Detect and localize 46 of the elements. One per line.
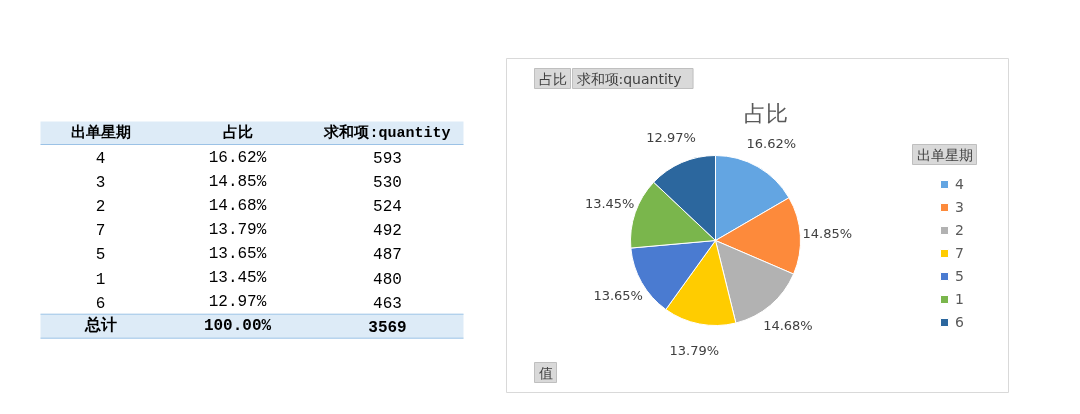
data-label: 14.68% <box>763 318 813 334</box>
data-label: 14.85% <box>802 226 853 242</box>
legend-label: 4 <box>955 175 965 194</box>
text: 1 <box>95 270 106 289</box>
legend-label: 3 <box>955 198 965 217</box>
text: 100.00% <box>203 317 272 336</box>
legend-label: 7 <box>955 244 965 263</box>
chart-title: 占比 <box>743 101 788 126</box>
legend-label: 2 <box>955 221 965 240</box>
text: 13.79% <box>208 220 267 239</box>
data-label: 13.45% <box>584 196 635 212</box>
legend-label: 1 <box>955 290 965 309</box>
text: 求和项:quantity <box>323 124 451 142</box>
text: 2 <box>95 198 106 217</box>
text: 593 <box>373 150 402 168</box>
text: 7 <box>95 222 106 241</box>
text: 480 <box>373 270 402 289</box>
text: 值 <box>538 364 553 381</box>
text: 14.85% <box>208 172 267 191</box>
text: 求和项:quantity <box>576 70 682 87</box>
text: 530 <box>373 174 402 193</box>
legend-label: 5 <box>955 267 965 286</box>
text: 总计 <box>83 316 117 336</box>
text: 524 <box>373 198 402 217</box>
text: 出单星期 <box>70 124 131 142</box>
text: 占比 <box>538 70 567 87</box>
data-label: 13.79% <box>669 342 720 358</box>
text: 13.65% <box>208 244 267 263</box>
data-label: 13.65% <box>593 288 643 304</box>
text: 12.97% <box>208 293 267 312</box>
data-label: 16.62% <box>746 135 797 151</box>
text: 463 <box>373 294 402 313</box>
legend-title: 出单星期 <box>916 146 973 163</box>
text: 16.62% <box>208 148 267 167</box>
text: 占比 <box>222 124 253 142</box>
text: 5 <box>95 246 106 265</box>
data-label: 12.97% <box>646 130 696 146</box>
text: 14.68% <box>208 196 267 215</box>
text: 6 <box>95 294 106 313</box>
text: 487 <box>373 246 402 265</box>
text: 13.45% <box>208 269 267 287</box>
legend-label: 6 <box>955 313 965 332</box>
text: 492 <box>373 222 402 241</box>
text: 3 <box>95 174 106 193</box>
text: 3569 <box>368 318 407 337</box>
text: 4 <box>95 150 106 168</box>
